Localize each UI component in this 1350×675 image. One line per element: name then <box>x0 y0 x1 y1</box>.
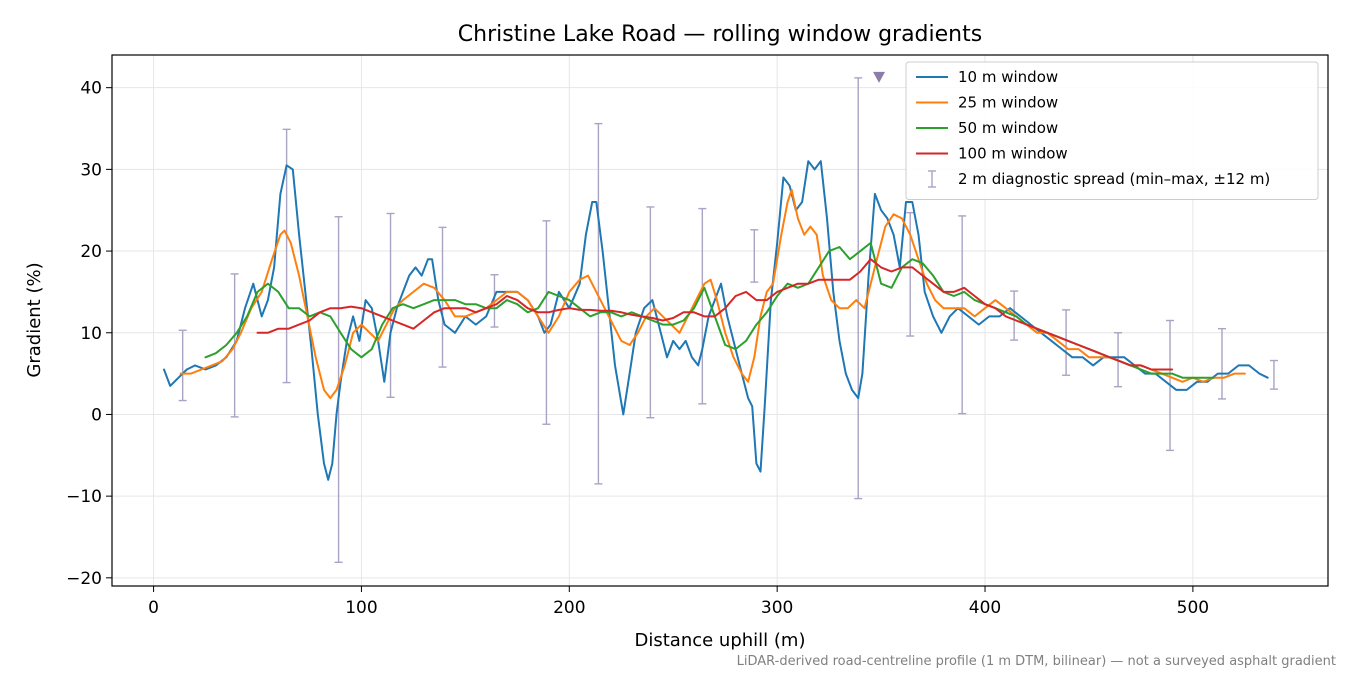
spread-errorbar <box>282 128 291 384</box>
x-tick-label: 300 <box>761 598 793 618</box>
y-tick-label: 0 <box>91 405 102 425</box>
spread-errorbar <box>594 122 603 485</box>
spread-errorbar <box>1062 309 1071 376</box>
spread-clipped-marker <box>873 71 886 83</box>
spread-errorbar <box>334 216 343 564</box>
y-axis-label: Gradient (%) <box>24 262 45 377</box>
series-line <box>256 258 1174 371</box>
series-line <box>163 160 1269 481</box>
y-tick-label: 10 <box>80 324 102 344</box>
legend-label: 2 m diagnostic spread (min–max, ±12 m) <box>958 170 1270 188</box>
plot-area-frame <box>111 54 1329 587</box>
y-tick-label: 40 <box>80 79 102 99</box>
legend-label: 50 m window <box>958 119 1058 137</box>
legend-frame <box>905 61 1319 200</box>
chart-title: Christine Lake Road — rolling window gra… <box>458 22 982 47</box>
x-tick-label: 0 <box>148 598 159 618</box>
spread-errorbar <box>854 77 863 500</box>
legend-entry: 10 m window <box>916 68 1058 86</box>
legend-entry: 2 m diagnostic spread (min–max, ±12 m) <box>928 170 1270 188</box>
series-lines <box>163 160 1269 481</box>
y-tick-label: 20 <box>80 242 102 262</box>
y-tick-label: 30 <box>80 160 102 180</box>
legend: 10 m window 25 m window 50 m window 100 m w… <box>905 61 1319 200</box>
x-axis-ticks: 0 100 200 300 400 500 <box>148 586 1209 618</box>
y-tick-label: −20 <box>66 569 102 589</box>
spread-errorbar <box>698 207 707 405</box>
y-tick-label: −10 <box>66 487 102 507</box>
x-tick-label: 400 <box>969 598 1001 618</box>
y-axis-ticks: −20 −10 0 10 20 30 40 <box>66 79 112 589</box>
spread-errorbar <box>958 215 967 415</box>
spread-errorbar <box>542 220 551 425</box>
legend-label: 25 m window <box>958 94 1058 112</box>
spread-marker <box>873 71 886 83</box>
legend-label: 100 m window <box>958 145 1068 163</box>
spread-errorbar <box>1269 359 1278 390</box>
legend-label: 10 m window <box>958 68 1058 86</box>
x-tick-label: 200 <box>553 598 585 618</box>
legend-entry: 100 m window <box>916 145 1068 163</box>
x-axis-label: Distance uphill (m) <box>635 630 806 651</box>
spread-errorbar <box>178 329 187 402</box>
x-tick-label: 500 <box>1177 598 1209 618</box>
chart-footnote: LiDAR-derived road-centreline profile (1… <box>737 654 1336 669</box>
series-line <box>179 188 1246 400</box>
legend-entry: 50 m window <box>916 119 1058 137</box>
x-tick-label: 100 <box>345 598 377 618</box>
diagnostic-spread-bars <box>178 77 1278 564</box>
legend-entry: 25 m window <box>916 94 1058 112</box>
spread-errorbar <box>386 212 395 398</box>
spread-errorbar <box>1217 327 1226 400</box>
spread-errorbar <box>750 229 759 283</box>
